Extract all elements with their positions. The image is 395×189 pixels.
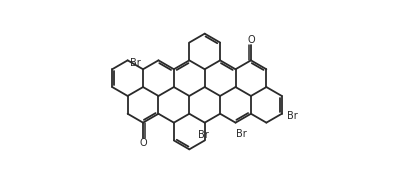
Text: Br: Br	[130, 58, 141, 68]
Text: Br: Br	[287, 111, 298, 121]
Text: O: O	[247, 35, 255, 45]
Text: Br: Br	[198, 130, 209, 140]
Text: Br: Br	[235, 129, 246, 139]
Text: O: O	[139, 138, 147, 148]
